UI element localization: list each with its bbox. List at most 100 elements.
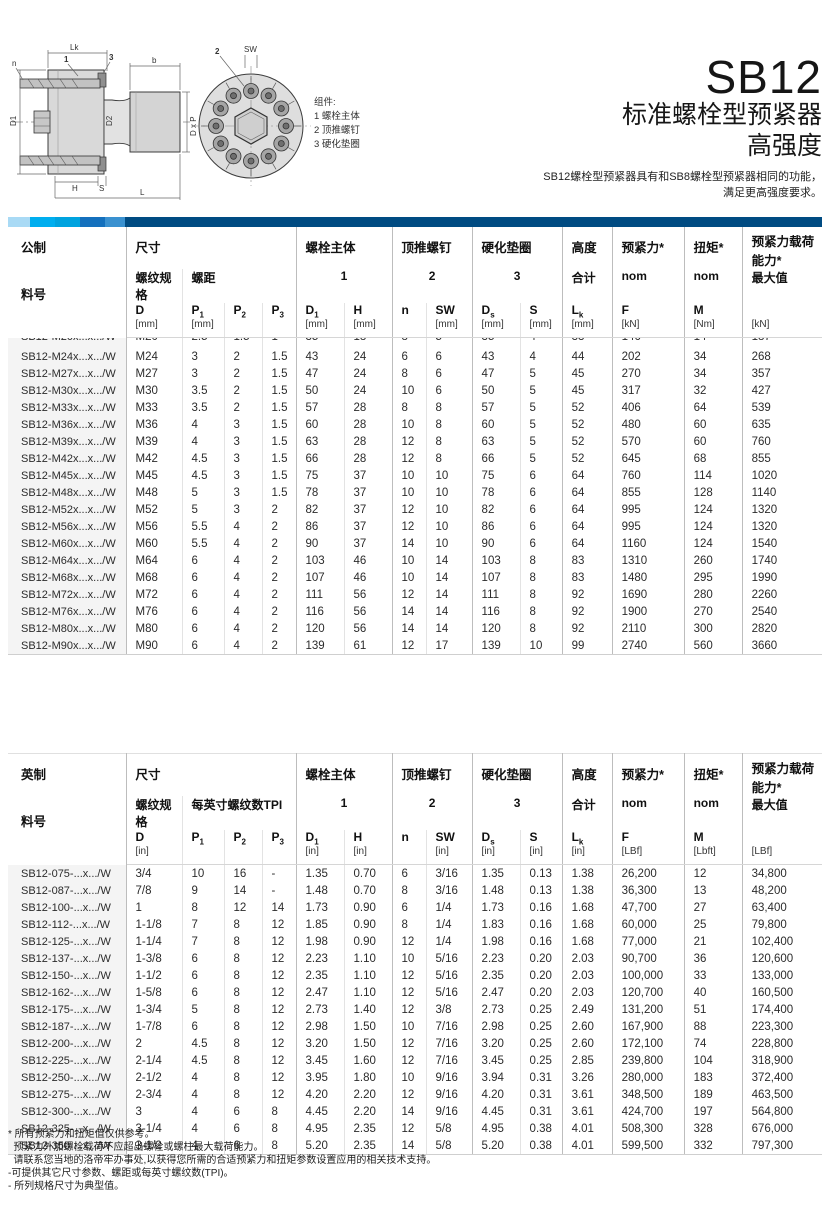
value-cell: 12 <box>392 501 427 519</box>
value-cell: 6 <box>182 552 225 570</box>
value-cell: 0.70 <box>344 882 393 900</box>
value-cell: 12 <box>262 984 297 1002</box>
value-cell: 3.94 <box>472 1069 521 1087</box>
value-cell: 10 <box>426 535 473 553</box>
value-cell: 4.20 <box>472 1086 521 1104</box>
col-symbol-f: F <box>612 303 685 320</box>
value-cell: 1900 <box>612 603 685 621</box>
value-cell: 28 <box>344 399 393 417</box>
col-unit: [mm] <box>562 319 613 339</box>
value-cell: 90 <box>296 535 345 553</box>
value-cell: 50 <box>296 382 345 400</box>
value-cell: 99 <box>562 637 613 656</box>
value-cell: 12 <box>262 1018 297 1036</box>
part-number-cell: SB12-250-...x.../W <box>8 1069 127 1087</box>
value-cell: 5 <box>520 399 563 417</box>
value-cell: 2.35 <box>344 1120 393 1138</box>
value-cell: 2.03 <box>562 984 613 1002</box>
value-cell: 995 <box>612 518 685 536</box>
part-number-cell: SB12-200-...x.../W <box>8 1035 127 1053</box>
col-symbol-m: M <box>684 830 743 847</box>
value-cell: 6 <box>520 501 563 519</box>
value-cell: 1.35 <box>296 864 345 883</box>
value-cell: 1.5 <box>262 365 297 383</box>
value-cell: 3 <box>224 467 263 485</box>
value-cell: 8 <box>224 984 263 1002</box>
col-header-part: 公制 料号 <box>8 227 127 338</box>
value-cell: 47 <box>472 365 521 383</box>
col-unit: [in] <box>426 846 473 866</box>
value-cell: 10 <box>426 467 473 485</box>
table-row: SB12-075-...x.../W 3/4 10 16-1.35 0.70 6 3/16 1… <box>8 864 822 883</box>
part-number-cell: SB12-M20x...x.../W <box>8 337 127 349</box>
value-cell: 1.5 <box>262 399 297 417</box>
value-cell: 564,800 <box>751 1105 794 1118</box>
value-cell: 2 <box>224 399 263 417</box>
value-cell: 12 <box>224 899 263 917</box>
value-cell: 1.10 <box>344 967 393 985</box>
value-cell: 47,700 <box>612 899 685 917</box>
value-cell: 82 <box>296 501 345 519</box>
value-cell: 6 <box>520 535 563 553</box>
value-cell: 1690 <box>612 586 685 604</box>
value-cell: 107 <box>296 569 345 587</box>
value-cell: 1.10 <box>344 950 393 968</box>
value-cell: 146 <box>612 337 685 349</box>
value-cell: 2.23 <box>472 950 521 968</box>
value-cell: 12 <box>392 586 427 604</box>
value-cell: 8 <box>224 1001 263 1019</box>
value-cell: 35 <box>472 337 521 349</box>
value-cell: 2 <box>224 348 263 366</box>
value-cell: 120,600 <box>751 952 794 965</box>
footnote-line: * 所有预紧力和扭矩值仅供参考。 <box>8 1129 155 1140</box>
value-cell: M33 <box>126 399 183 417</box>
value-cell: 8 <box>224 950 263 968</box>
value-cell: 1740 <box>751 554 778 567</box>
value-cell: 32 <box>684 382 743 400</box>
col-unit <box>392 319 427 339</box>
value-cell: 1-7/8 <box>126 1018 183 1036</box>
value-cell: 5 <box>182 501 225 519</box>
value-cell: 6 <box>182 569 225 587</box>
value-cell: M45 <box>126 467 183 485</box>
part-number-cell: SB12-M36x...x.../W <box>8 416 127 434</box>
group-header-washer: 硬化垫圈 <box>472 227 563 269</box>
value-cell: 1.48 <box>296 882 345 900</box>
value-cell: 12 <box>262 1052 297 1070</box>
value-cell: 43 <box>296 348 345 366</box>
value-cell: 3660 <box>742 637 823 656</box>
value-cell: 0.31 <box>520 1103 563 1121</box>
value-cell: 36,300 <box>612 882 685 900</box>
part-number-cell: SB12-M90x...x.../W <box>8 637 127 656</box>
value-cell: 4 <box>182 1120 225 1138</box>
value-cell: 797,300 <box>742 1137 823 1156</box>
value-cell: 2.5 <box>182 337 225 349</box>
value-cell: M39 <box>126 433 183 451</box>
tensioner-drawing-svg: Lk 1 3 n b D1 D2 D x P <box>9 43 311 200</box>
table-row: SB12-325-...x.../W 3-1/4 4 6 8 4.95 2.35 12 5/8 4… <box>8 1120 822 1138</box>
value-cell: 995 <box>612 501 685 519</box>
value-cell: 4 <box>224 586 263 604</box>
part-number-cell: SB12-175-...x.../W <box>8 1001 127 1019</box>
value-cell: 120 <box>472 620 521 638</box>
value-cell: 1.80 <box>344 1069 393 1087</box>
value-cell: 2.47 <box>472 984 521 1002</box>
value-cell: 64 <box>562 518 613 536</box>
value-cell: 2.20 <box>344 1103 393 1121</box>
value-cell: 3 <box>224 484 263 502</box>
value-cell: 1140 <box>751 486 777 499</box>
subheader-body-index: 1 <box>296 796 393 830</box>
value-cell: 86 <box>472 518 521 536</box>
value-cell: 2.73 <box>296 1001 345 1019</box>
subheader-height-total: 合计 <box>562 796 613 830</box>
part-number-cell: SB12-M48x...x.../W <box>8 484 127 502</box>
value-cell: 14 <box>392 535 427 553</box>
value-cell: 560 <box>684 637 743 656</box>
value-cell: 4.01 <box>562 1137 613 1156</box>
value-cell: 7/8 <box>126 882 183 900</box>
part-number-cell: SB12-M39x...x.../W <box>8 433 127 451</box>
value-cell: 2.60 <box>562 1018 613 1036</box>
legend-item-body: 1 螺栓主体 <box>314 111 360 122</box>
value-cell: 2-1/4 <box>126 1052 183 1070</box>
value-cell: 6 <box>224 1120 263 1138</box>
